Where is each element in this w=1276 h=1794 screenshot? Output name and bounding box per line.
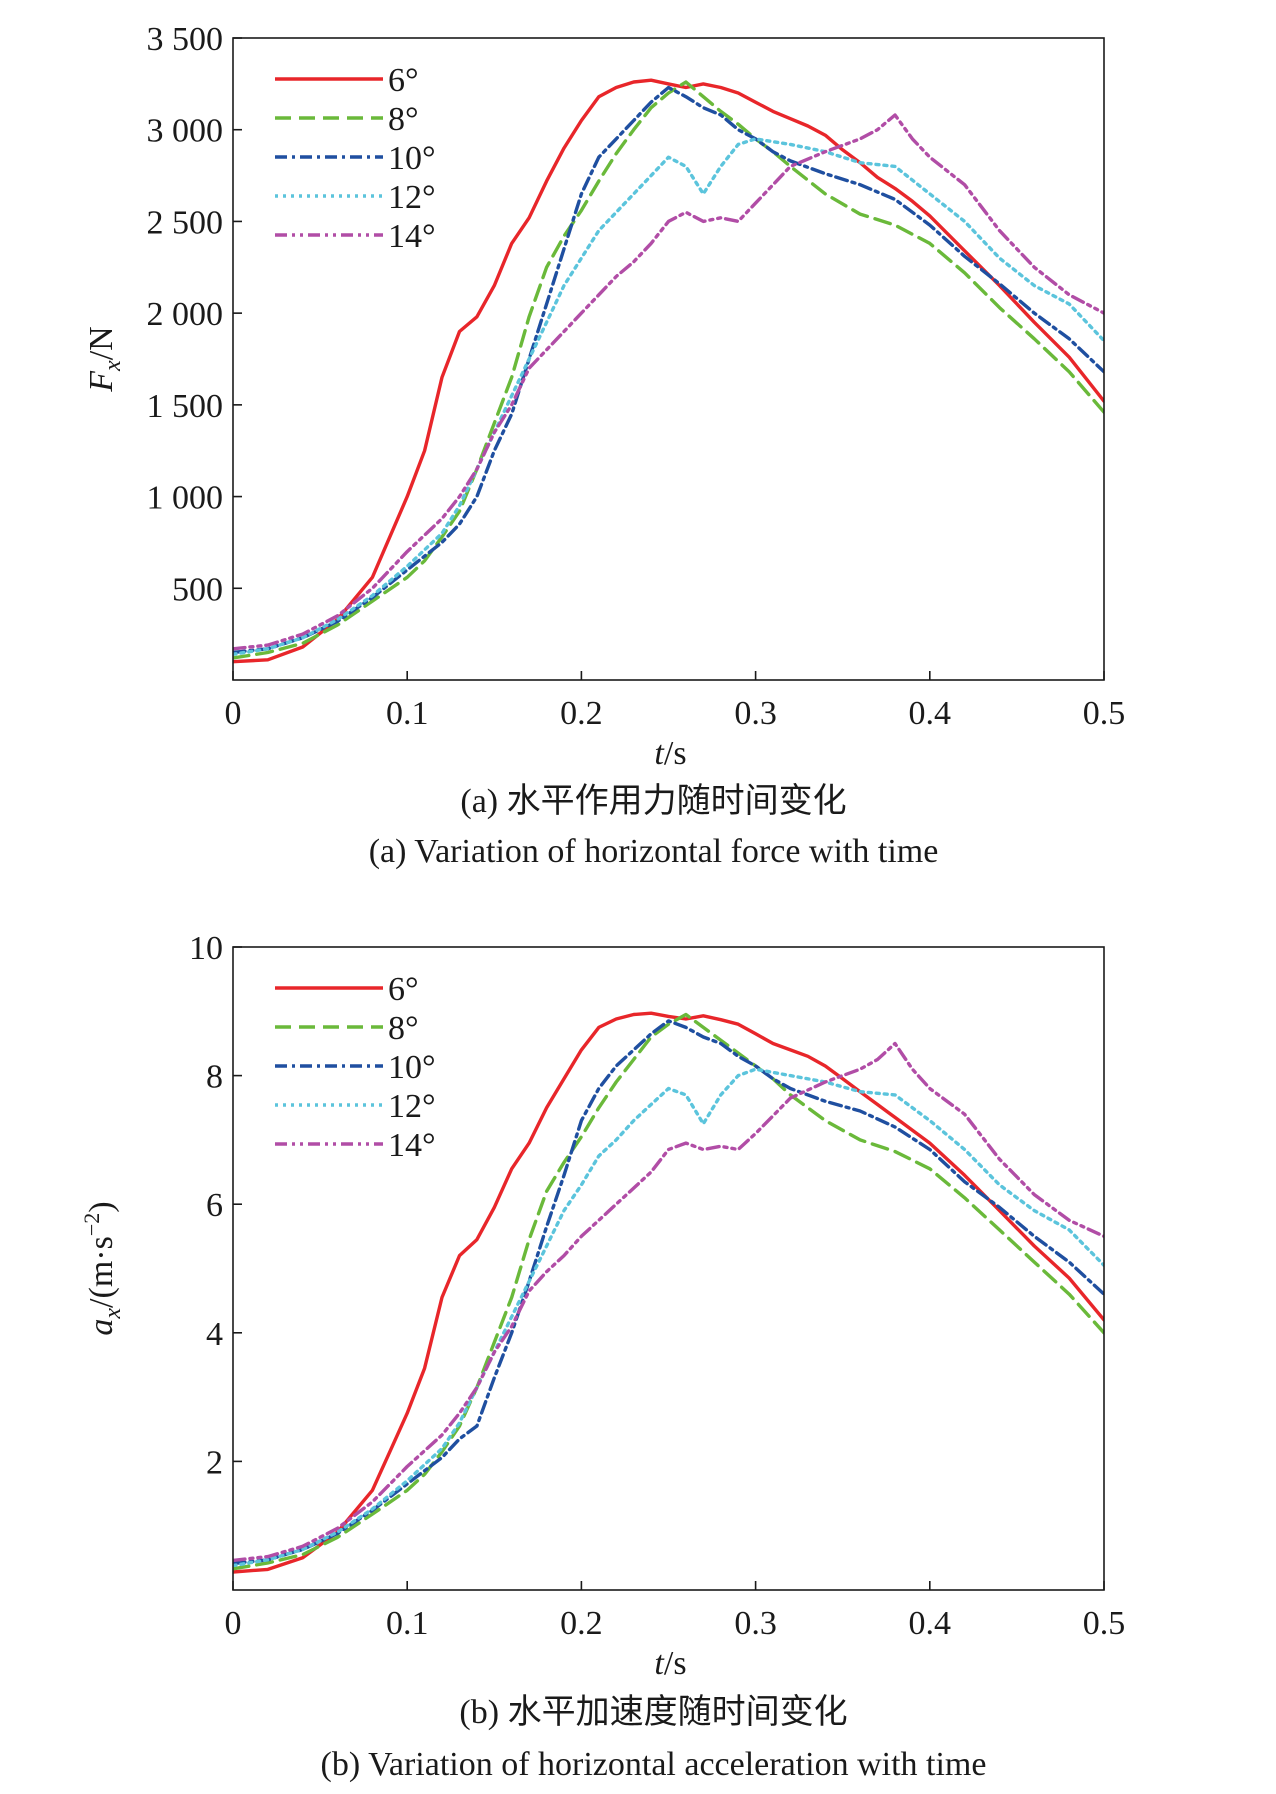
y-tick-label: 10 [189,930,223,967]
y-axis-label: Fx/N [83,326,126,392]
caption-english: (a) Variation of horizontal force with t… [369,833,939,870]
y-tick-label: 3 500 [147,21,224,58]
y-axis-label: ax/(m·s−2) [79,1201,126,1335]
y-tick-label: 8 [206,1059,223,1096]
x-tick-label: 0.4 [909,1605,952,1642]
legend-label: 14° [388,1127,436,1164]
series-line-8deg [233,1012,1104,1571]
series-line-10deg [233,85,1104,655]
legend-label: 14° [388,218,436,255]
plot-area [233,78,1104,664]
series-line-14deg [233,1041,1104,1563]
legend-label: 6° [388,62,419,99]
series-line-14deg [233,113,1104,651]
plot-area [233,1011,1104,1574]
x-axis-label: t/s [654,735,686,772]
x-tick-label: 0.3 [734,1605,777,1642]
chart-panel-a: 0 0.1 0.2 0.3 0.4 0.5 500 1 000 1 500 2 000 2 500 3… [83,21,1125,870]
x-tick-label: 0.1 [386,695,429,732]
x-tick-label: 0 [225,695,242,732]
x-tick-label: 0.3 [734,695,777,732]
legend: 6°8°10°12°14° [275,971,436,1164]
chart-panel-b: 0 0.1 0.2 0.3 0.4 0.5246810t/sax/(m·s−2)6°8°1… [79,930,1125,1783]
series-line-12deg [233,137,1104,656]
legend-label: 10° [388,140,436,177]
y-tick-label: 2 [206,1444,223,1481]
series-line-8deg [233,80,1104,660]
plot-frame [232,37,1105,681]
y-tick-label: 6 [206,1187,223,1224]
legend-label: 8° [388,1010,419,1047]
legend-label: 12° [388,1088,436,1125]
legend-label: 6° [388,971,419,1008]
y-tick-label: 500 [172,571,223,608]
x-tick-label: 0.5 [1083,695,1126,732]
y-tick-label: 4 [206,1316,223,1353]
x-tick-label: 0.2 [560,695,603,732]
caption-english: (b) Variation of horizontal acceleration… [321,1746,987,1783]
y-tick-label: 2 000 [147,296,224,333]
x-tick-label: 0.5 [1083,1605,1126,1642]
plot-frame [232,946,1105,1591]
series-line-6deg [233,1011,1104,1574]
series-line-12deg [233,1067,1104,1568]
y-tick-label: 3 000 [147,113,224,150]
x-tick-label: 0 [225,1605,242,1642]
x-tick-label: 0.2 [560,1605,603,1642]
series-line-6deg [233,78,1104,664]
legend-label: 12° [388,179,436,216]
y-tick-label: 2 500 [147,204,224,241]
caption-chinese: (b) 水平加速度随时间变化 [459,1693,847,1731]
caption-chinese: (a) 水平作用力随时间变化 [460,782,846,820]
x-axis-label: t/s [654,1645,686,1682]
x-tick-label: 0.4 [909,695,952,732]
x-tick-label: 0.1 [386,1605,429,1642]
legend: 6°8°10°12°14° [275,62,436,255]
legend-label: 10° [388,1049,436,1086]
series-line-10deg [233,1019,1104,1566]
y-tick-label: 1 000 [147,480,224,517]
legend-label: 8° [388,101,419,138]
y-tick-label: 1 500 [147,388,224,425]
